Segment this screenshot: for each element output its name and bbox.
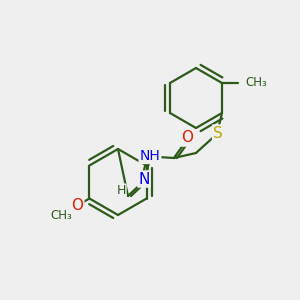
Text: S: S bbox=[213, 125, 223, 140]
Text: N: N bbox=[138, 172, 150, 187]
Text: O: O bbox=[181, 130, 193, 146]
Text: NH: NH bbox=[140, 149, 160, 163]
Text: CH₃: CH₃ bbox=[245, 76, 267, 89]
Text: O: O bbox=[71, 198, 83, 213]
Text: CH₃: CH₃ bbox=[51, 209, 72, 222]
Text: H: H bbox=[116, 184, 126, 197]
